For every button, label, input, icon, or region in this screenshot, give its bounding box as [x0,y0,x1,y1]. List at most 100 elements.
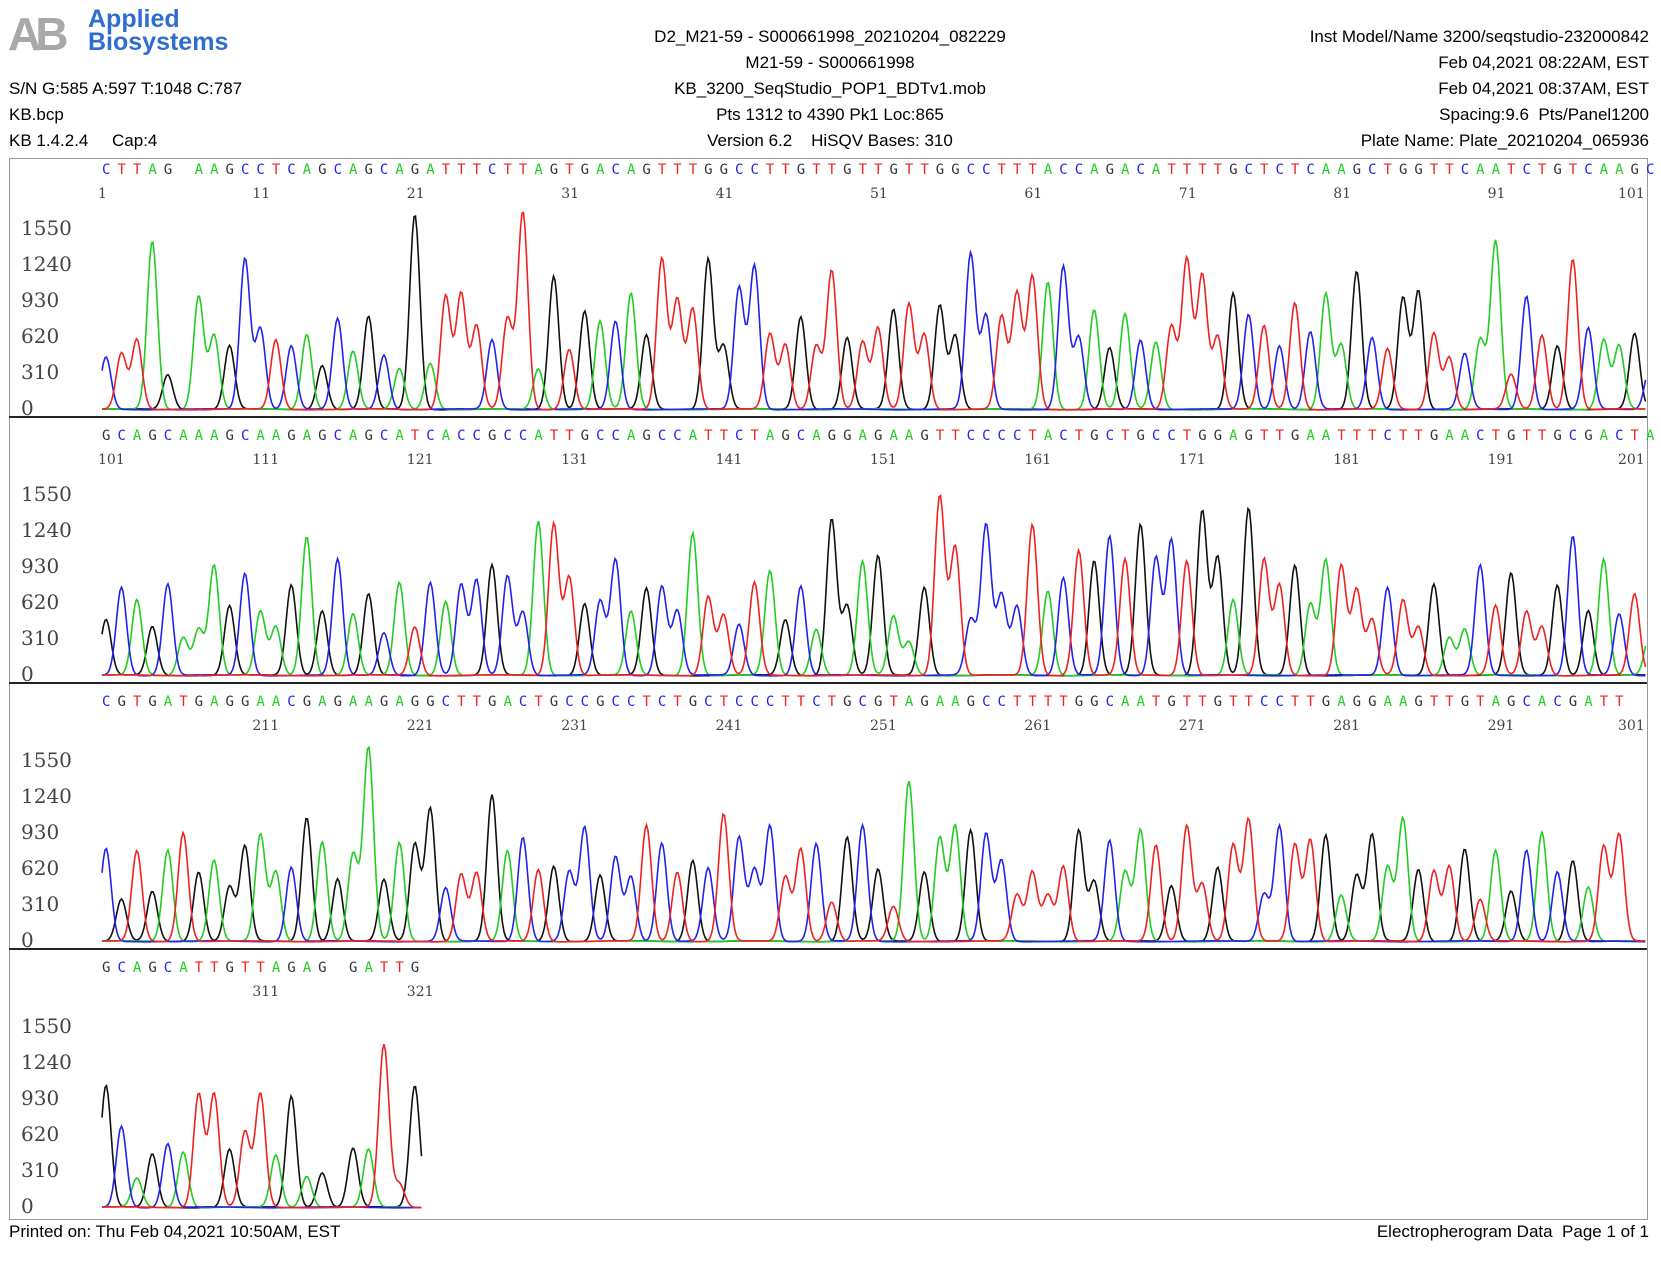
base-call: C [426,428,435,444]
base-call: C [1059,428,1068,444]
base-call: G [688,694,698,710]
y-tick-label: 310 [21,360,60,384]
base-call: T [951,428,960,444]
base-call: A [271,960,281,976]
base-call: G [920,428,929,444]
base-call: T [704,428,713,444]
base-call: G [379,694,389,710]
base-call: G [1507,428,1516,444]
base-call: A [812,428,821,444]
base-call: C [1306,162,1315,178]
base-call: G [827,428,837,444]
base-call: A [1043,428,1053,444]
base-call: T [889,694,898,710]
base-call: C [117,428,126,444]
base-call: T [117,162,126,178]
base-call: C [997,694,1006,710]
base-position-axis: 311 321 [9,984,1647,1002]
base-position-label: 111 [252,452,280,468]
base-call: A [395,162,404,178]
logo-text-biosystems: Biosystems [88,28,229,56]
base-call: T [673,162,682,178]
base-call: A [132,960,142,976]
base-position-label: 101 [98,452,125,468]
base-call: G [1244,428,1253,444]
base-call: T [1429,162,1439,178]
base-position-label: 301 [1618,718,1645,734]
basecaller-version-cap: KB 1.4.2.4 Cap:4 [9,131,158,150]
base-call: T [1260,428,1269,444]
base-call: A [1229,428,1238,444]
base-call: G [874,694,883,710]
base-call: T [549,428,559,444]
base-call: C [1646,162,1655,178]
y-tick-label: 620 [21,856,60,880]
run-start-date: Feb 04,2021 08:22AM, EST [1438,53,1649,72]
base-position-label: 21 [406,186,425,202]
base-call: C [1136,162,1145,178]
base-position-label: 91 [1487,186,1506,202]
base-call: C [626,694,636,710]
trace-a-series [101,239,1646,411]
base-call: G [1568,694,1578,710]
base-call: A [1599,428,1609,444]
base-call: T [410,428,420,444]
base-call: C [565,694,574,710]
base-call: T [1491,428,1501,444]
base-call: T [688,162,698,178]
y-tick-label: 1240 [21,252,72,276]
base-call: G [318,960,327,976]
base-position-label: 31 [561,186,580,202]
base-call: T [534,694,543,710]
base-call: T [1568,162,1578,178]
y-tick-label: 0 [21,928,34,952]
base-position-label: 121 [406,452,434,468]
header-left-info: S/N G:585 A:597 T:1048 C:787 KB.bcp KB 1… [9,76,242,154]
base-position-label: 291 [1487,718,1515,734]
base-call: A [1136,694,1145,710]
base-call: C [287,162,296,178]
base-call: C [750,162,759,178]
y-tick-label: 930 [21,288,60,312]
base-call: G [1090,428,1099,444]
base-call: C [441,694,451,710]
base-call: T [765,162,775,178]
spacing-info: Spacing:9.6 Pts/Panel1200 [1439,105,1649,124]
base-call: A [1460,428,1470,444]
base-position-label: 81 [1333,186,1352,202]
base-call: C [1383,428,1392,444]
base-call: G [1074,694,1084,710]
trace-plot [101,494,1647,677]
base-call: G [225,162,234,178]
base-call: C [472,428,481,444]
base-call: G [225,428,234,444]
trace-g-series [102,214,1647,411]
base-call: G [194,694,204,710]
base-call: C [997,428,1006,444]
trace-c-series [101,1124,422,1209]
base-position-label: 61 [1024,186,1043,202]
base-call: A [302,960,312,976]
base-call: A [349,428,358,444]
base-call: A [364,694,373,710]
base-call: G [318,428,327,444]
signal-noise-values: S/N G:585 A:597 T:1048 C:787 [9,79,243,98]
base-call: C [1476,428,1485,444]
base-call: G [410,162,420,178]
base-call: A [179,960,188,976]
base-call: T [1028,162,1037,178]
base-call: T [796,694,806,710]
y-tick-label: 1550 [21,216,72,240]
base-position-label: 141 [715,452,743,468]
base-call: A [210,162,219,178]
base-position-axis: 1 11 21 31 41 51 61 71 81 91 101 [9,186,1647,204]
y-tick-label: 0 [21,662,34,686]
base-call: T [472,162,481,178]
base-call: G [240,694,250,710]
base-call: T [1290,694,1300,710]
base-call: C [735,162,744,178]
base-call: C [240,162,250,178]
base-call: A [256,694,265,710]
base-position-label: 101 [1618,186,1645,202]
base-call: T [240,960,250,976]
